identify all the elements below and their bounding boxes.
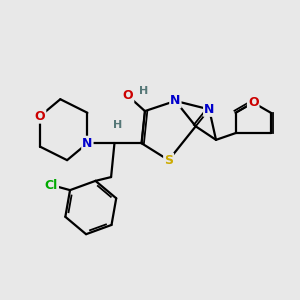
Text: H: H xyxy=(112,120,122,130)
Text: N: N xyxy=(204,103,214,116)
Text: O: O xyxy=(35,110,45,123)
Text: O: O xyxy=(248,96,259,109)
Text: H: H xyxy=(139,86,148,96)
Text: O: O xyxy=(123,89,133,102)
Text: N: N xyxy=(82,137,93,150)
Text: Cl: Cl xyxy=(45,178,58,192)
Text: S: S xyxy=(164,154,173,167)
Text: N: N xyxy=(170,94,181,107)
